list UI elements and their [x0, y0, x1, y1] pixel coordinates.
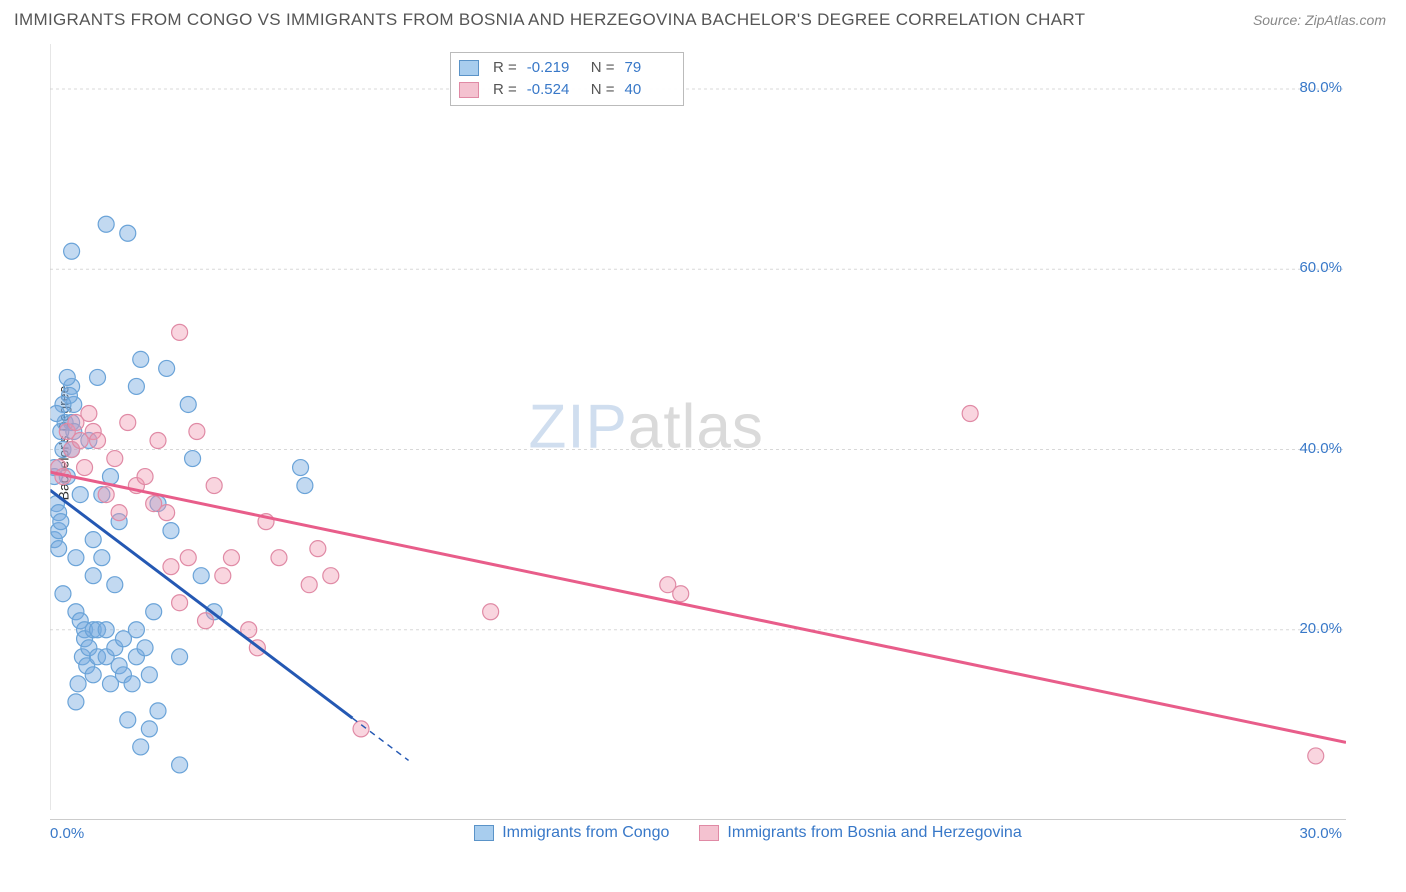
source-attribution: Source: ZipAtlas.com — [1253, 12, 1386, 28]
chart-area: Bachelor's Degree ZIPatlas R = -0.219 N … — [50, 44, 1346, 842]
legend-label-congo: Immigrants from Congo — [502, 824, 669, 842]
r-label-1: R = — [493, 57, 517, 79]
swatch-congo-bottom — [474, 825, 494, 841]
y-tick-label: 40.0% — [1299, 440, 1342, 457]
r-value-1: -0.219 — [527, 57, 577, 79]
chart-title: IMMIGRANTS FROM CONGO VS IMMIGRANTS FROM… — [14, 10, 1085, 30]
n-value-1: 79 — [625, 57, 675, 79]
legend-stats-box: R = -0.219 N = 79 R = -0.524 N = 40 — [450, 52, 684, 106]
bottom-legend: 0.0% Immigrants from Congo Immigrants fr… — [50, 819, 1346, 842]
legend-item-congo: Immigrants from Congo — [474, 824, 669, 842]
source-label: Source: — [1253, 12, 1305, 28]
n-label-1: N = — [591, 57, 615, 79]
n-label-2: N = — [591, 79, 615, 101]
x-tick-0: 0.0% — [50, 825, 84, 842]
legend-item-bosnia: Immigrants from Bosnia and Herzegovina — [699, 824, 1021, 842]
n-value-2: 40 — [625, 79, 675, 101]
swatch-bosnia — [459, 82, 479, 98]
legend-stats-row-1: R = -0.219 N = 79 — [459, 57, 675, 79]
y-tick-label: 60.0% — [1299, 259, 1342, 276]
x-tick-30: 30.0% — [1299, 825, 1342, 842]
r-label-2: R = — [493, 79, 517, 101]
r-value-2: -0.524 — [527, 79, 577, 101]
legend-label-bosnia: Immigrants from Bosnia and Herzegovina — [727, 824, 1021, 842]
y-tick-label: 80.0% — [1299, 79, 1342, 96]
legend-stats-row-2: R = -0.524 N = 40 — [459, 79, 675, 101]
y-tick-label: 20.0% — [1299, 620, 1342, 637]
swatch-congo — [459, 60, 479, 76]
scatter-plot — [50, 44, 1346, 842]
source-name: ZipAtlas.com — [1305, 12, 1386, 28]
swatch-bosnia-bottom — [699, 825, 719, 841]
